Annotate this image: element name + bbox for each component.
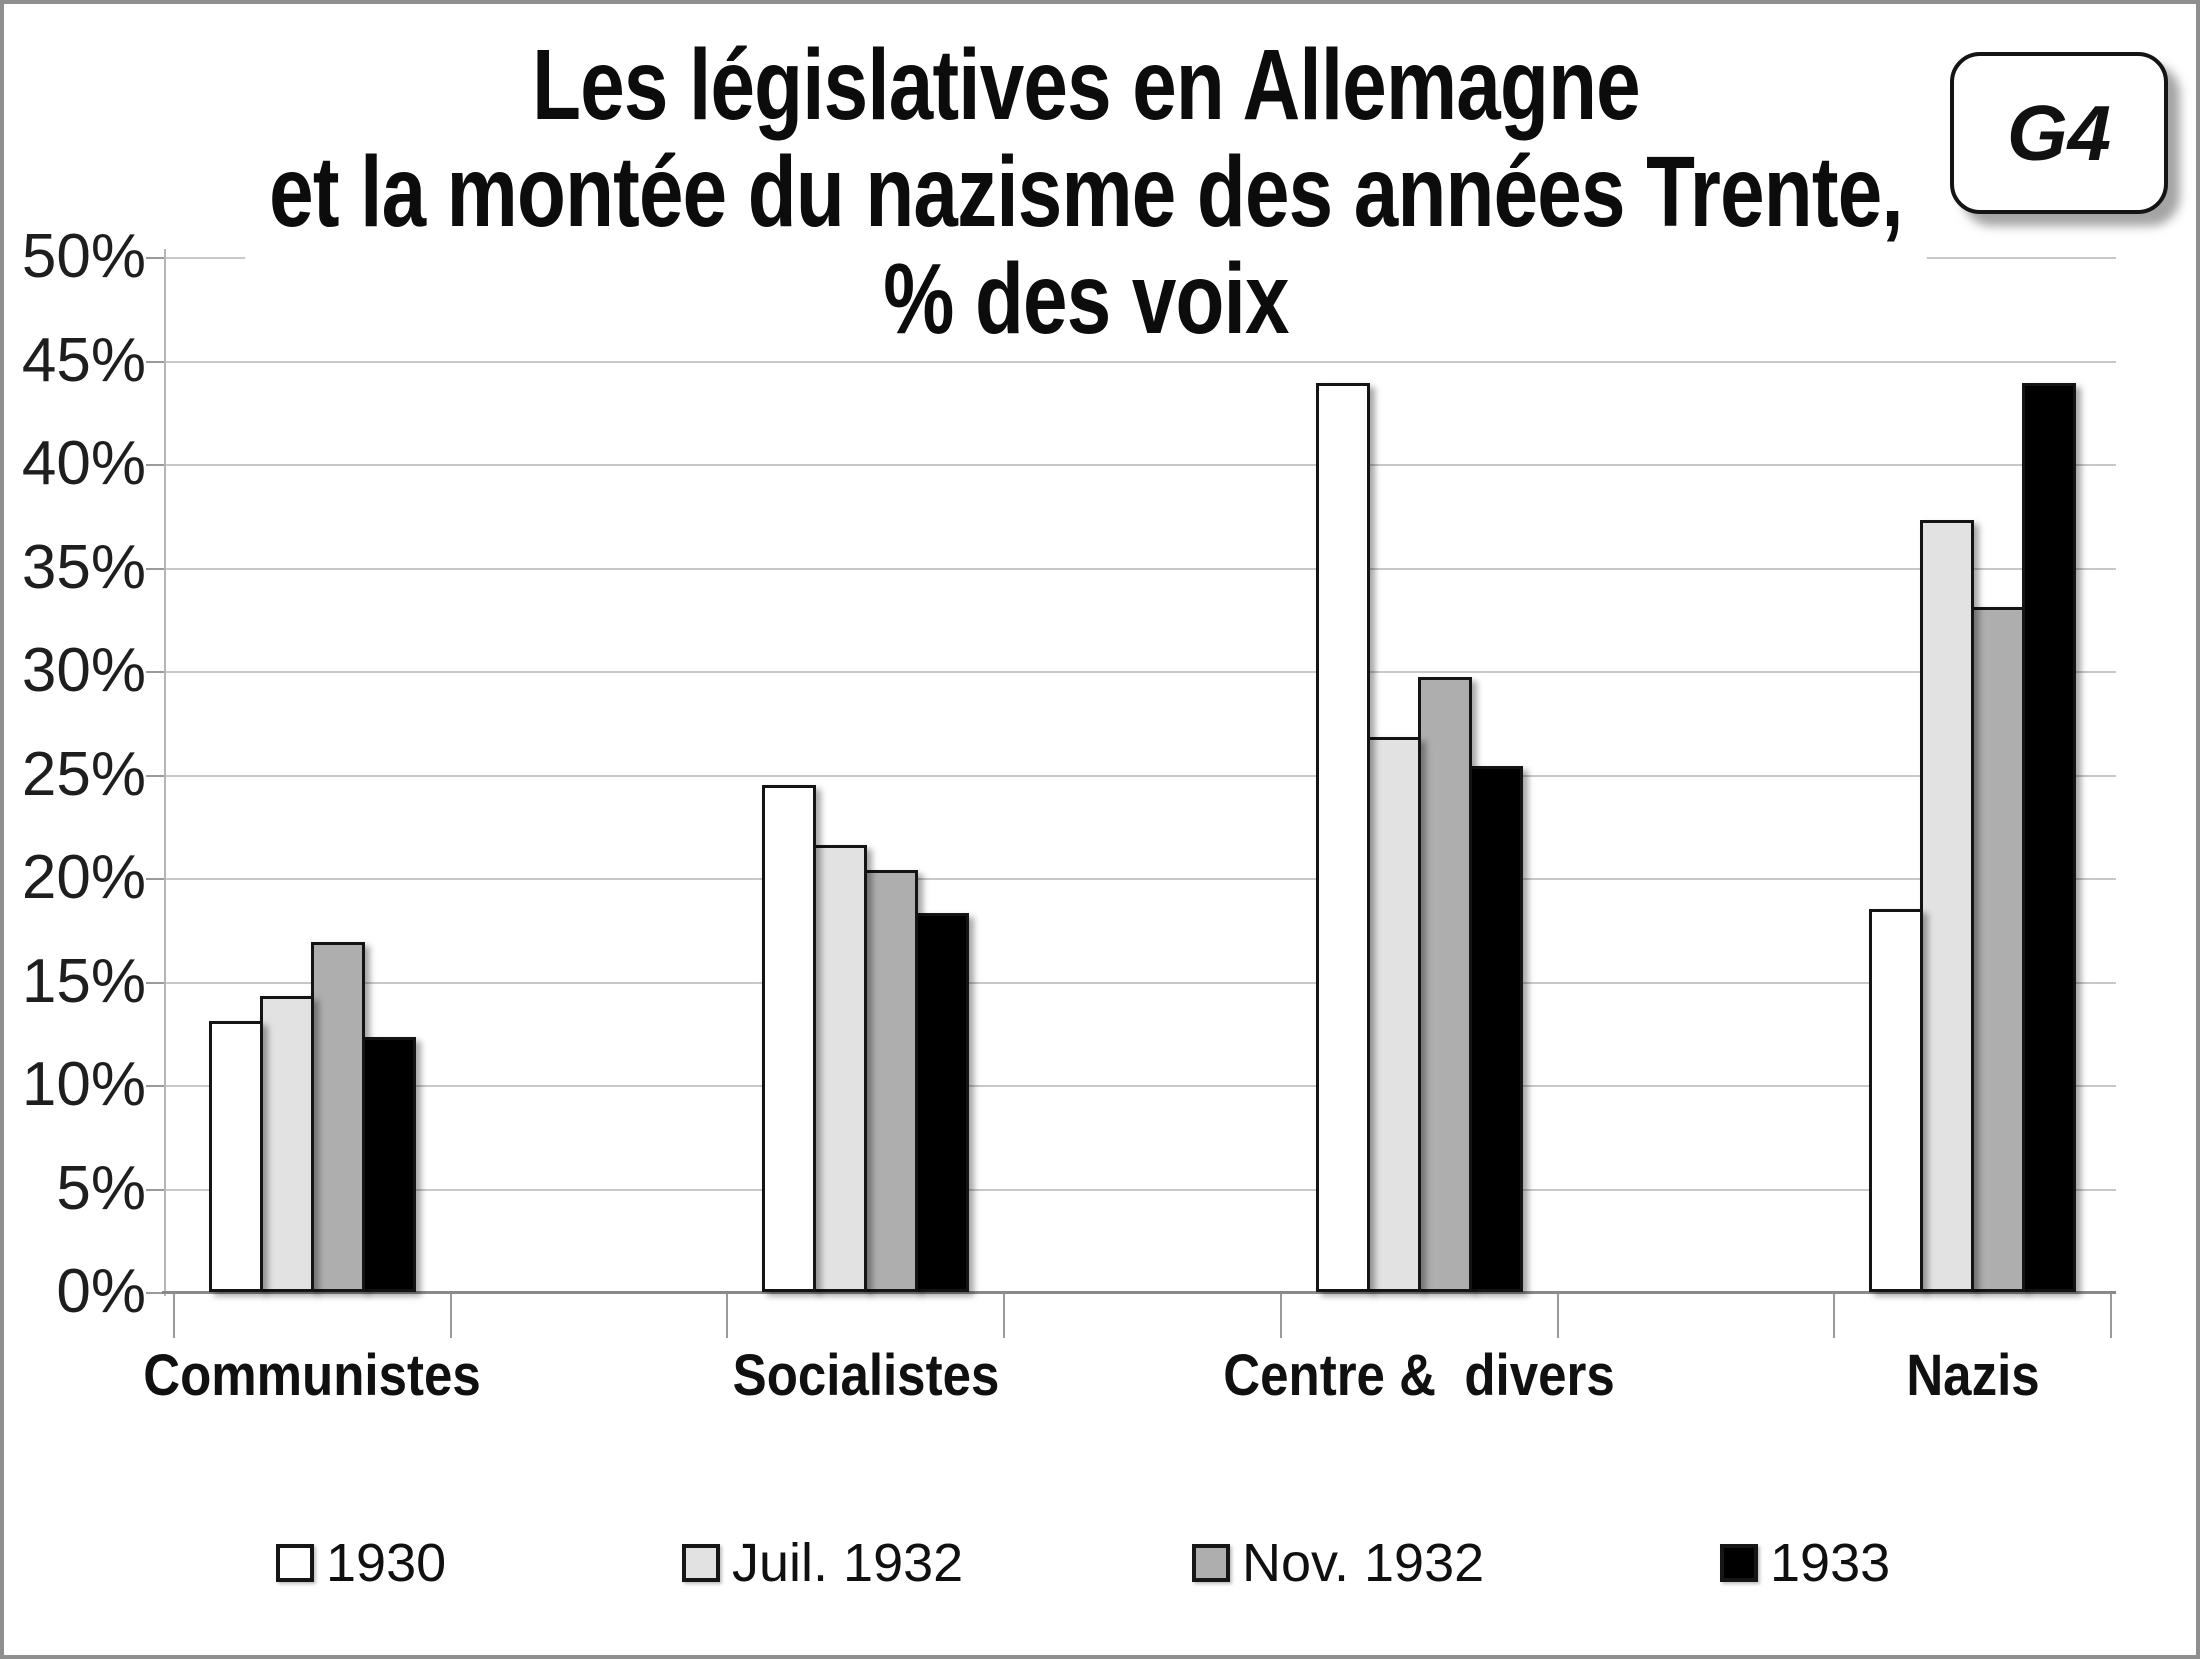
y-axis-line	[164, 249, 166, 1296]
x-axis-tick	[1280, 1292, 1282, 1338]
y-axis-label: 15%	[21, 947, 146, 1016]
gridline-30%	[164, 671, 2116, 673]
bar-socialistes-juil-1932	[813, 845, 867, 1292]
bar-communistes-nov-1932	[311, 942, 365, 1292]
bar-centre-divers-1933	[1469, 766, 1523, 1292]
bar-nazis-nov-1932	[1971, 607, 2025, 1292]
x-axis-tick	[1833, 1292, 1835, 1338]
legend-swatch-icon	[1720, 1544, 1758, 1582]
chart-title: Les législatives en Allemagne et la mont…	[245, 32, 1927, 353]
legend-item-nov-1932: Nov. 1932	[1192, 1532, 1484, 1594]
legend-label: 1933	[1770, 1533, 1891, 1593]
legend-swatch-icon	[1192, 1544, 1230, 1582]
y-axis-tick	[146, 878, 166, 880]
legend-item-1930: 1930	[276, 1532, 446, 1594]
y-axis-label: 25%	[21, 740, 146, 809]
legend-label: Nov. 1932	[1242, 1533, 1485, 1593]
category-label-2: Socialistes	[732, 1343, 1000, 1408]
legend-item-1933: 1933	[1720, 1532, 1890, 1594]
bar-centre-divers-1930	[1316, 383, 1370, 1292]
y-axis-tick	[146, 568, 166, 570]
category-label-3: Centre & divers	[1223, 1343, 1615, 1408]
gridline-45%	[164, 361, 2116, 363]
y-axis-tick	[146, 1292, 166, 1294]
bar-socialistes-1933	[915, 913, 969, 1292]
x-axis-tick	[726, 1292, 728, 1338]
chart-title-line-2: et la montée du nazisme des années Trent…	[269, 136, 1903, 248]
legend-label: Juil. 1932	[732, 1533, 964, 1593]
legend-swatch-icon	[682, 1544, 720, 1582]
y-axis-tick	[146, 982, 166, 984]
y-axis-label: 20%	[21, 843, 146, 912]
category-label-4: Nazis	[1906, 1343, 2040, 1408]
badge-g4: G4	[1950, 52, 2168, 214]
chart-title-line-3: % des voix	[883, 243, 1289, 355]
y-axis-label: 5%	[56, 1154, 146, 1223]
x-axis-tick	[450, 1292, 452, 1338]
category-label-1: Communistes	[143, 1343, 481, 1408]
bar-socialistes-1930	[762, 785, 816, 1292]
legend-swatch-icon	[276, 1544, 314, 1582]
y-axis-tick	[146, 257, 166, 259]
y-axis-label: 0%	[56, 1257, 146, 1326]
bar-communistes-1930	[209, 1021, 263, 1292]
gridline-15%	[164, 982, 2116, 984]
y-axis-label: 35%	[21, 533, 146, 602]
y-axis-tick	[146, 361, 166, 363]
bar-communistes-juil-1932	[260, 996, 314, 1292]
bar-centre-divers-juil-1932	[1367, 737, 1421, 1292]
bar-centre-divers-nov-1932	[1418, 677, 1472, 1292]
x-axis-tick	[1003, 1292, 1005, 1338]
x-axis-tick	[173, 1292, 175, 1338]
y-axis-label: 30%	[21, 636, 146, 705]
bar-nazis-juil-1932	[1920, 520, 1974, 1292]
bar-communistes-1933	[362, 1037, 416, 1292]
gridline-40%	[164, 464, 2116, 466]
gridline-25%	[164, 775, 2116, 777]
y-axis-label: 50%	[21, 222, 146, 291]
y-axis-label: 40%	[21, 429, 146, 498]
x-axis-tick	[1557, 1292, 1559, 1338]
x-axis-line	[162, 1291, 2116, 1294]
bar-socialistes-nov-1932	[864, 870, 918, 1292]
gridline-10%	[164, 1085, 2116, 1087]
y-axis-tick	[146, 464, 166, 466]
x-axis-tick	[2110, 1292, 2112, 1338]
chart-title-line-1: Les législatives en Allemagne	[532, 29, 1640, 141]
legend-label: 1930	[326, 1533, 447, 1593]
gridline-5%	[164, 1189, 2116, 1191]
y-axis-tick	[146, 775, 166, 777]
y-axis-tick	[146, 1085, 166, 1087]
bar-nazis-1930	[1869, 909, 1923, 1292]
y-axis-label: 45%	[21, 326, 146, 395]
y-axis-label: 10%	[21, 1050, 146, 1119]
y-axis-tick	[146, 1189, 166, 1191]
bar-nazis-1933	[2022, 383, 2076, 1292]
y-axis-tick	[146, 671, 166, 673]
gridline-35%	[164, 568, 2116, 570]
legend-item-juil-1932: Juil. 1932	[682, 1532, 963, 1594]
gridline-20%	[164, 878, 2116, 880]
